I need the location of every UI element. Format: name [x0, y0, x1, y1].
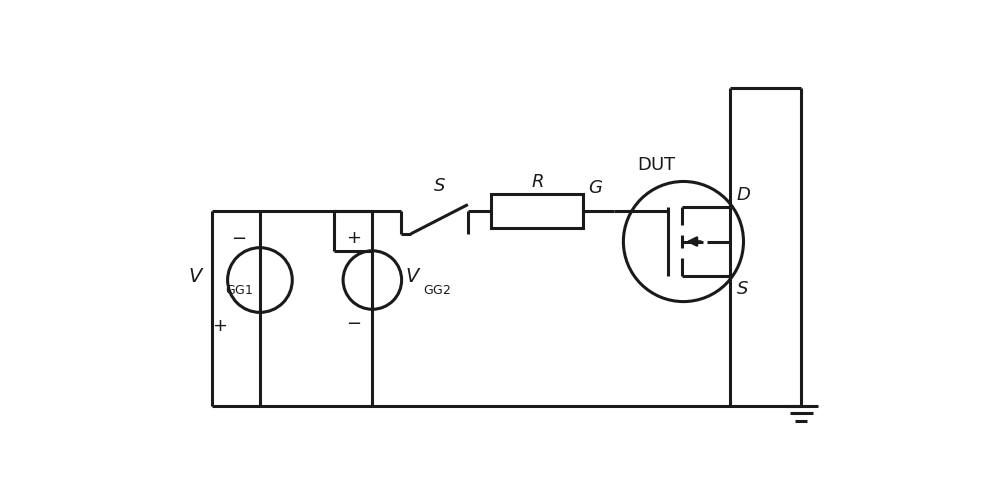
Text: $\mathrm{DUT}$: $\mathrm{DUT}$ [637, 156, 676, 174]
Text: $-$: $-$ [346, 312, 361, 331]
Text: $\it{V}$: $\it{V}$ [188, 268, 205, 286]
Text: $\it{G}$: $\it{G}$ [588, 179, 603, 197]
Text: $\it{R}$: $\it{R}$ [531, 173, 544, 191]
Bar [491, 194, 583, 228]
Text: $\mathregular{GG2}$: $\mathregular{GG2}$ [423, 284, 451, 297]
Text: $\it{V}$: $\it{V}$ [405, 268, 421, 286]
Text: $\it{S}$: $\it{S}$ [736, 280, 749, 298]
Text: $+$: $+$ [346, 229, 361, 247]
Text: $+$: $+$ [212, 317, 227, 335]
Text: $\it{D}$: $\it{D}$ [736, 186, 751, 204]
Text: $\mathregular{GG1}$: $\mathregular{GG1}$ [225, 284, 253, 297]
Text: $-$: $-$ [231, 228, 246, 246]
Text: $\it{S}$: $\it{S}$ [433, 177, 446, 195]
